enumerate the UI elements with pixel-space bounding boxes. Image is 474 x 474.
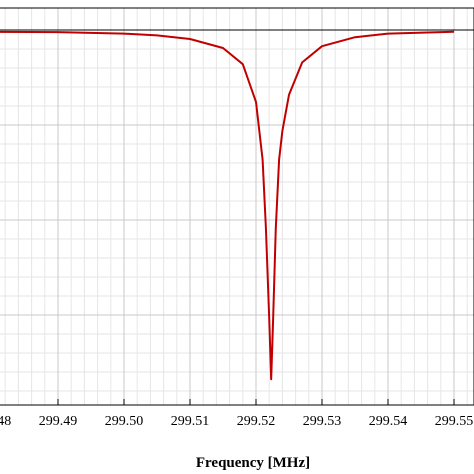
x-tick-label: 299.53 [303,414,342,429]
x-tick-label: 299.51 [171,414,210,429]
x-axis-ticks: 299.48 299.49 299.50 299.51 299.52 299.53 299.… [0,399,473,429]
series-line [0,30,455,381]
x-tick-label: 299.50 [105,414,144,429]
x-tick-label: 299.49 [39,414,78,429]
x-tick-label: 299.55 [435,414,474,429]
plot-frame [0,7,474,406]
x-tick-label: 299.48 [0,414,11,429]
series-layer [0,30,455,381]
x-tick-label: 299.52 [237,414,276,429]
x-axis-title: Frequency [MHz] [196,455,310,471]
x-tick-label: 299.54 [369,414,408,429]
minor-gridlines [0,8,474,405]
